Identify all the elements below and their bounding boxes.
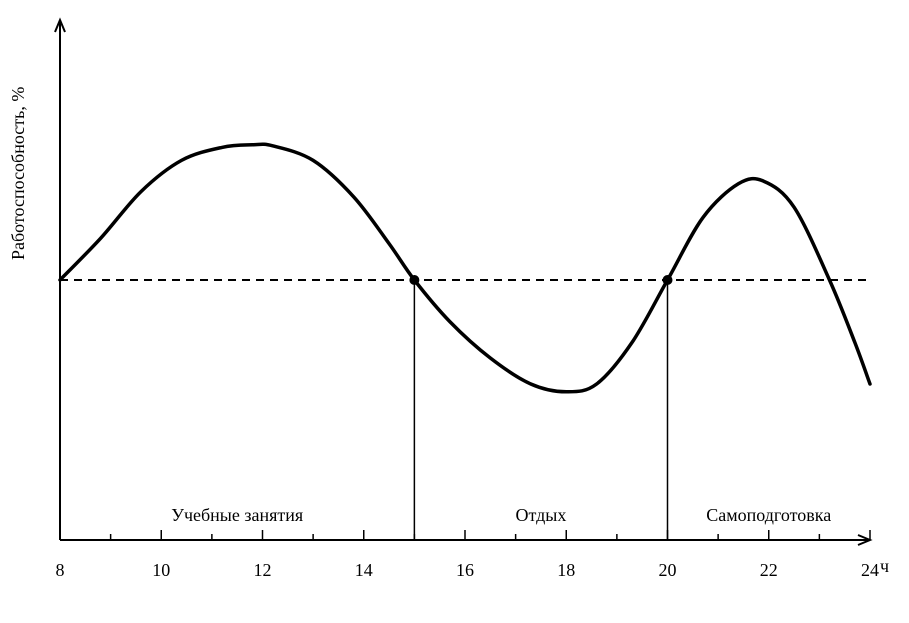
- x-tick-label: 8: [56, 560, 65, 581]
- segment-label: Отдых: [515, 505, 566, 526]
- performance-curve: [60, 144, 870, 392]
- x-tick-label: 10: [152, 560, 170, 581]
- x-tick-label: 22: [760, 560, 778, 581]
- x-tick-label: 24: [861, 560, 879, 581]
- performance-chart: Работоспособность, % ч 8 10 12 14 16 18 20 22 24…: [0, 0, 909, 623]
- x-tick-label: 16: [456, 560, 474, 581]
- chart-svg: [0, 0, 909, 623]
- y-axis-label: Работоспособность, %: [8, 87, 29, 260]
- x-tick-label: 12: [254, 560, 272, 581]
- x-tick-label: 18: [557, 560, 575, 581]
- segment-label: Учебные занятия: [171, 505, 303, 526]
- curve-marker: [409, 275, 419, 285]
- x-tick-label: 14: [355, 560, 373, 581]
- x-axis-unit-label: ч: [880, 556, 889, 577]
- x-tick-label: 20: [659, 560, 677, 581]
- curve-marker: [663, 275, 673, 285]
- segment-label: Самоподготовка: [706, 505, 831, 526]
